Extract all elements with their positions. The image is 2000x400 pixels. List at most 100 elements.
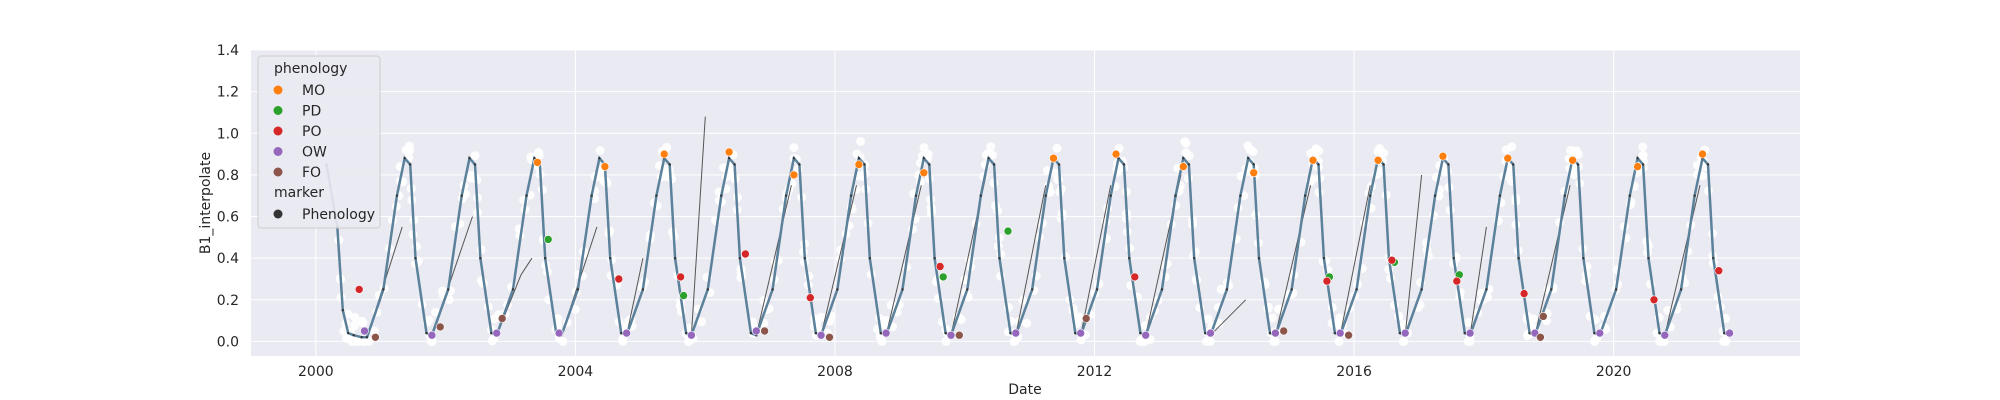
phenology-point-ow — [946, 330, 956, 340]
raw-point — [919, 143, 929, 153]
smoothed-point — [1333, 331, 1337, 335]
smoothed-point — [1517, 257, 1520, 260]
raw-point — [427, 336, 437, 346]
legend-entry-label: PD — [302, 104, 321, 120]
phenology-point-po — [1714, 266, 1724, 276]
smoothed-point — [1174, 194, 1177, 197]
smoothed-point — [609, 257, 612, 260]
x-tick-label: 2000 — [298, 364, 334, 380]
raw-point — [1184, 151, 1194, 161]
smoothed-point — [360, 336, 363, 339]
phenology-point-fo — [760, 326, 769, 336]
smoothed-point — [792, 157, 796, 160]
smoothed-point — [576, 288, 580, 291]
smoothed-point — [490, 331, 493, 335]
phenology-point-mo — [1633, 162, 1642, 171]
smoothed-point — [395, 194, 399, 197]
raw-point — [759, 295, 769, 305]
gap-segment — [885, 185, 922, 336]
phenology-point-po — [805, 293, 815, 303]
x-tick-label: 2008 — [817, 364, 853, 380]
phenology-point-po — [741, 249, 750, 259]
x-axis-label: Date — [1008, 382, 1041, 398]
smoothed-point — [1322, 257, 1326, 260]
y-axis-label: B1_interpolate — [198, 152, 214, 254]
y-tick-label: 0.2 — [217, 293, 239, 309]
smoothed-point — [836, 288, 839, 291]
gap-segment — [626, 258, 644, 336]
smoothed-point — [928, 163, 931, 166]
gap-segment — [1080, 185, 1112, 336]
phenology-point-mo — [600, 162, 610, 171]
raw-point — [444, 295, 454, 305]
raw-point — [1573, 149, 1583, 159]
smoothed-point — [1723, 331, 1726, 335]
phenology-point-fo — [825, 332, 834, 342]
phenology-point-fo — [1536, 332, 1545, 342]
phenology-point-fo — [497, 314, 507, 323]
smoothed-point — [403, 157, 406, 160]
x-axis-ticks: 2000 2004 2008 2012 2016 2020 — [298, 364, 1631, 380]
legend-entry-label: PO — [302, 124, 321, 140]
smoothed-point — [414, 257, 417, 260]
smoothed-point — [684, 331, 688, 335]
raw-point — [1379, 148, 1389, 158]
phenology-point-ow — [622, 328, 631, 338]
legend-marker — [273, 167, 283, 177]
x-tick-label: 2004 — [558, 364, 594, 380]
smoothed-point — [365, 336, 369, 339]
phenology-point-pd — [1003, 226, 1013, 236]
phenology-point-po — [1387, 255, 1397, 265]
raw-point — [1052, 143, 1062, 153]
phenology-point-mo — [854, 160, 864, 169]
smoothed-point — [447, 288, 450, 291]
smoothed-point — [473, 163, 477, 166]
smoothed-point — [1593, 331, 1596, 335]
phenology-point-ow — [1271, 328, 1280, 338]
smoothed-point — [749, 331, 753, 335]
smoothed-point — [944, 331, 947, 335]
smoothed-point — [1074, 331, 1077, 335]
raw-point — [1245, 145, 1255, 155]
smoothed-point — [641, 288, 645, 291]
phenology-point-mo — [1438, 151, 1448, 161]
phenology-point-ow — [816, 330, 826, 340]
smoothed-point — [933, 257, 936, 260]
raw-point — [1399, 336, 1409, 346]
smoothed-point — [1182, 157, 1185, 160]
smoothed-point — [1257, 257, 1261, 260]
raw-point — [662, 142, 672, 152]
raw-point — [1216, 284, 1226, 294]
smoothed-point — [1706, 163, 1710, 166]
raw-point — [358, 318, 368, 328]
raw-point — [1050, 168, 1060, 178]
smoothed-point — [1563, 194, 1567, 197]
smoothed-point — [798, 163, 801, 166]
smoothed-point — [1128, 257, 1131, 260]
smoothed-point — [1057, 163, 1061, 166]
smoothed-point — [1433, 194, 1437, 197]
phenology-point-pd — [679, 291, 688, 300]
smoothed-point — [1252, 163, 1255, 166]
phenology-point-ow — [1206, 328, 1215, 338]
smoothed-point — [425, 331, 428, 335]
phenology-point-mo — [919, 168, 929, 178]
smoothed-point — [1382, 163, 1385, 166]
raw-point — [816, 312, 826, 322]
gap-segment — [1210, 299, 1247, 336]
smoothed-point — [992, 163, 996, 166]
phenology-point-ow — [1076, 328, 1085, 338]
smoothed-point — [382, 288, 385, 291]
phenology-point-ow — [1660, 330, 1670, 340]
phenology-point-ow — [427, 330, 437, 340]
x-tick-label: 2020 — [1596, 364, 1632, 380]
raw-point — [1375, 166, 1385, 176]
smoothed-point — [1636, 157, 1639, 160]
smoothed-point — [1420, 288, 1423, 291]
raw-point — [412, 242, 421, 251]
phenology-point-po — [1519, 289, 1529, 298]
smoothed-point — [1268, 331, 1272, 335]
phenology-point-ow — [360, 326, 369, 336]
smoothed-point — [1063, 257, 1066, 260]
